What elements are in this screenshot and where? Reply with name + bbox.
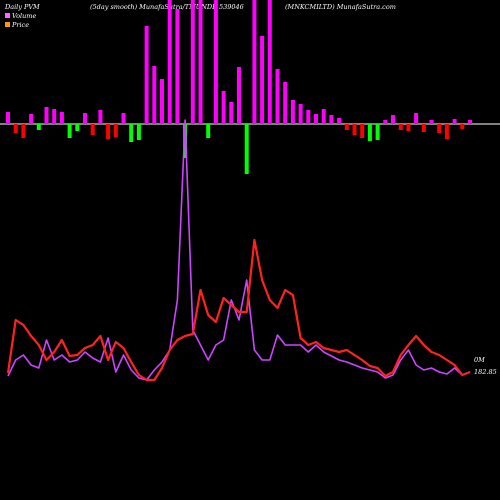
volume-bar [429,120,434,124]
volume-bar [21,124,26,138]
volume-bar [13,124,18,133]
volume-bar [306,110,311,124]
volume-bar [329,115,334,124]
volume-bar [414,113,419,124]
volume-bar [144,26,149,124]
legend-swatch-volume [5,13,10,18]
volume-bar [391,115,395,124]
volume-bar [375,124,380,140]
volume-bar [121,113,126,124]
volume-bar [52,109,57,124]
end-label-volume: 0M [474,356,485,364]
volume-bar [129,124,134,142]
volume-bar [36,124,41,130]
volume-bar [367,124,372,141]
volume-bar [444,124,449,139]
volume-bar [290,100,295,124]
price-line [6,238,471,382]
volume-bar [383,120,388,124]
volume-bar [398,124,403,130]
header-right: (MNKCMILTD) MunafaSutra.com [285,3,396,11]
volume-bar [275,69,280,124]
volume-bar [67,124,72,138]
volume-bar [337,118,342,124]
volume-bar [198,0,203,124]
volume-bar [298,104,303,124]
price-lines [6,119,471,382]
volume-bar [44,107,49,124]
volume-bar [283,82,288,124]
volume-bar [213,0,218,124]
volume-bar [437,124,442,133]
volume-bar [75,124,80,131]
volume-bar [360,124,365,138]
volume-bar [344,124,349,130]
volume-bar [468,120,472,124]
volume-bar [314,114,318,124]
volume-bar [221,91,226,124]
volume-bar [267,0,272,124]
volume-bar [29,114,34,124]
volume-bar [90,124,95,135]
legend-label-price: Price [11,21,29,29]
volume-bar [106,124,111,139]
volume-bar [98,110,103,124]
legend-swatch-price [5,22,10,27]
volume-bar [421,124,426,132]
header-left: Daily PVM [4,3,40,11]
smooth-line [7,119,471,381]
volume-bar [244,124,249,174]
volume-bar [260,36,265,124]
volume-bars [6,0,472,174]
end-label-price: 182.85 [474,368,497,376]
volume-bar [113,124,118,137]
volume-bar [190,0,195,124]
volume-bar [321,109,326,124]
volume-bar [206,124,211,138]
volume-bar [59,112,64,124]
volume-bar [83,113,87,124]
legend-label-volume: Volume [12,12,36,20]
volume-bar [352,124,357,135]
volume-bar [406,124,411,131]
volume-bar [136,124,141,140]
header-mid: (5day smooth) MunafaSutra/TMUNDE 539046 [90,3,244,11]
volume-bar [252,0,257,124]
volume-bar [229,102,234,124]
volume-bar [237,67,241,124]
volume-bar [160,79,164,124]
volume-bar [167,0,172,124]
volume-bar [460,124,465,129]
volume-bar [452,119,457,124]
volume-bar [152,66,157,124]
volume-bar [6,112,10,124]
volume-bar [175,9,180,124]
